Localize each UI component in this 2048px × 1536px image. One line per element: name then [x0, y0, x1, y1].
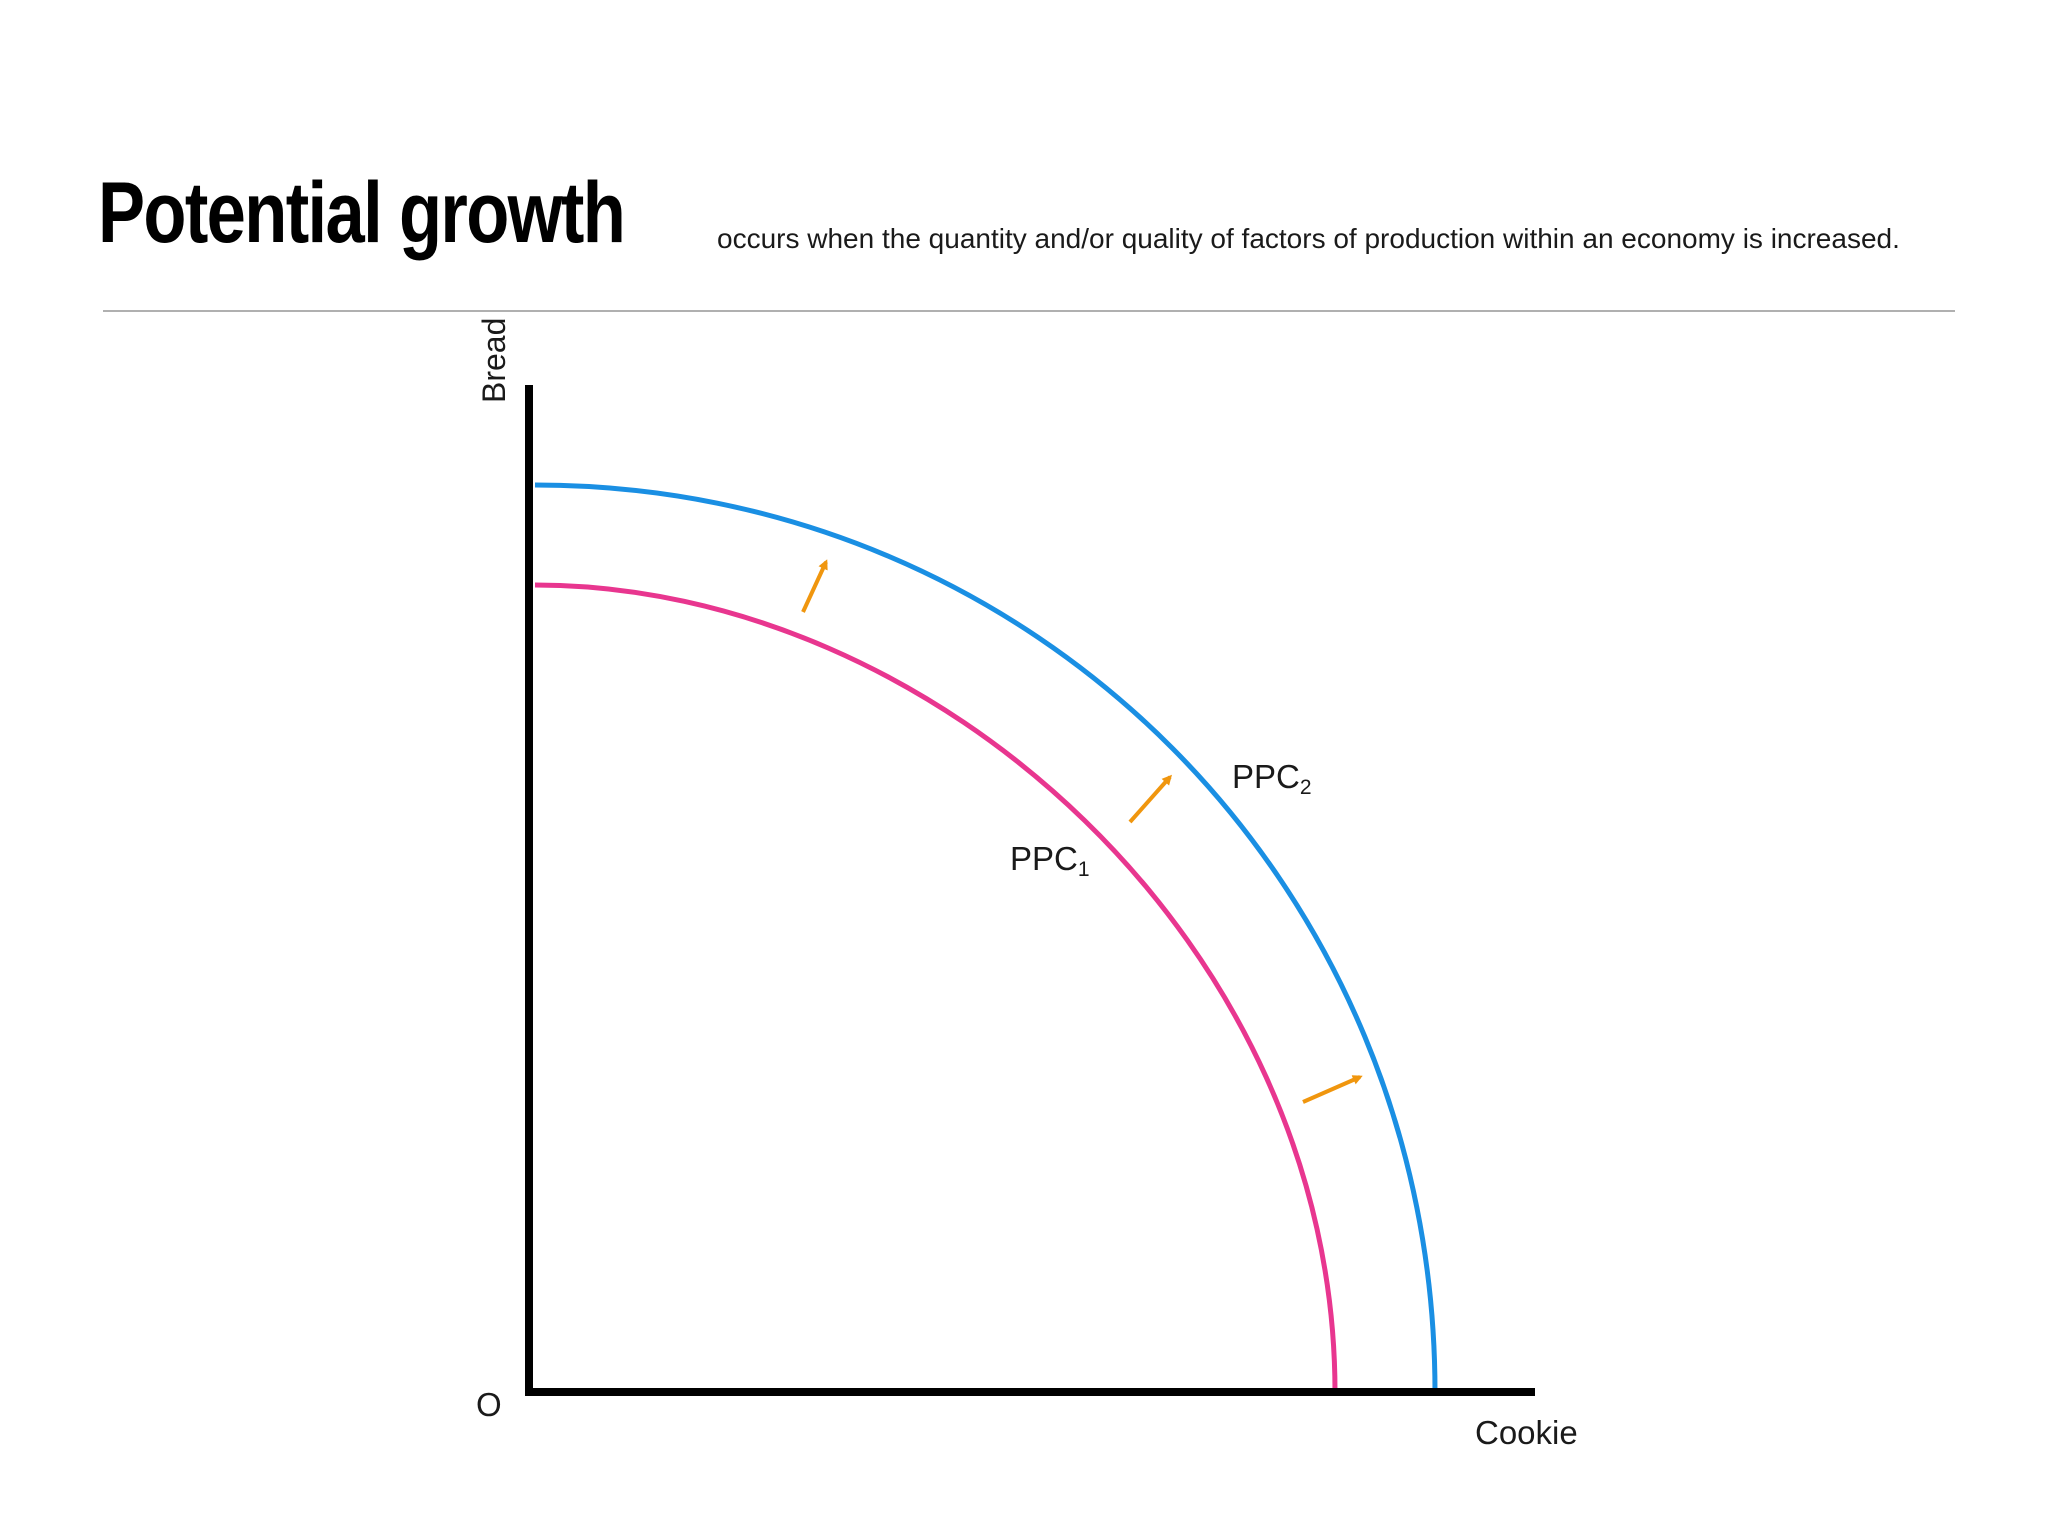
origin-label: O: [476, 1386, 502, 1423]
divider: [103, 310, 1955, 312]
shift-arrow-bottom: [1302, 1075, 1363, 1104]
page-subtitle: occurs when the quantity and/or quality …: [717, 223, 1900, 254]
ppc2-curve: [534, 482, 1438, 1393]
page-title: Potential growth: [98, 165, 626, 261]
ppc2-label: PPC2: [1232, 758, 1312, 799]
ppc1-curve: [534, 582, 1338, 1393]
ppc2-label-subscript: 2: [1300, 776, 1312, 799]
y-axis-label: Bread: [476, 318, 512, 403]
ppc2-label-name: PPC: [1232, 758, 1300, 795]
ppc1-label-subscript: 1: [1078, 858, 1090, 881]
shift-arrow-middle: [1128, 774, 1172, 824]
shift-arrow-top: [801, 559, 828, 613]
ppc1-label: PPC1: [1010, 840, 1090, 881]
ppc1-label-name: PPC: [1010, 840, 1078, 877]
x-axis-label: Cookie: [1475, 1414, 1578, 1451]
